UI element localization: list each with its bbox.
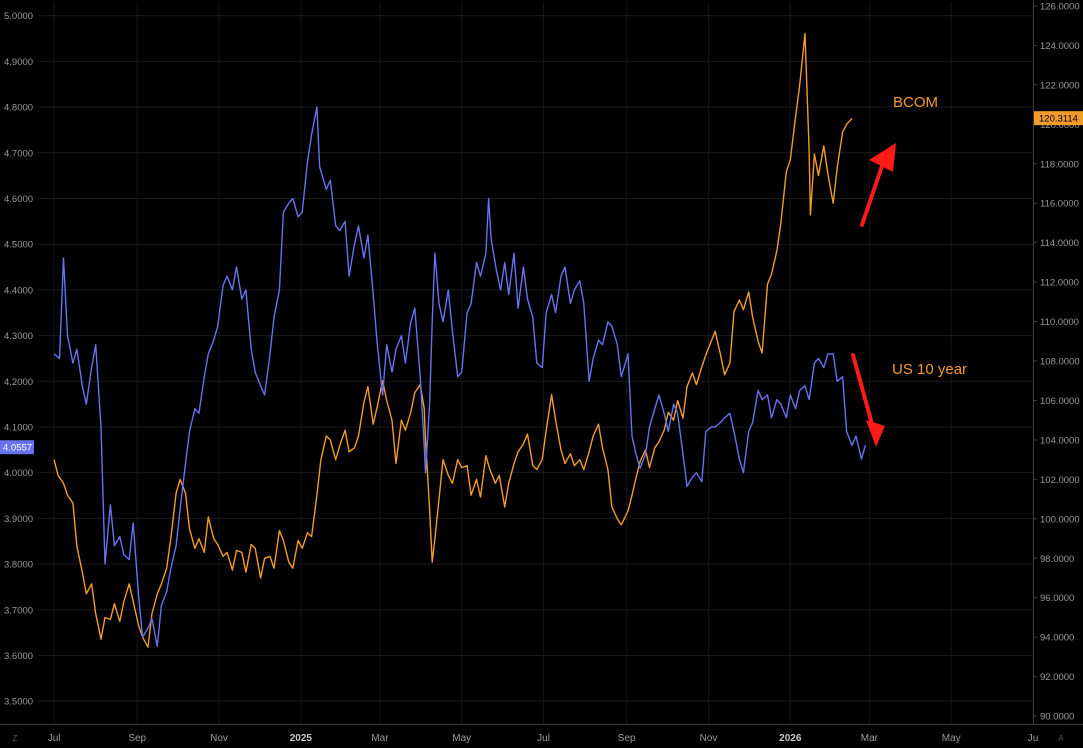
- left-tick-label: 4.7000: [4, 148, 33, 159]
- x-tick-label: Jul: [537, 733, 550, 744]
- up-arrow-shaft: [860, 161, 885, 227]
- corner-right-label: A: [1058, 734, 1064, 743]
- us10y-last-value: 4.0557: [3, 443, 32, 454]
- bcom-last-value: 120.3114: [1039, 114, 1078, 125]
- left-tick-label: 5.0000: [4, 11, 33, 22]
- x-tick-label: Nov: [210, 733, 228, 744]
- right-tick-label: 94.0000: [1040, 633, 1074, 644]
- left-tick-label: 4.8000: [4, 103, 33, 114]
- corner-left-label: Z: [13, 734, 18, 743]
- right-tick-label: 124.0000: [1040, 41, 1080, 52]
- down-arrow-shaft: [851, 353, 874, 426]
- right-tick-label: 100.0000: [1040, 514, 1080, 525]
- left-tick-label: 4.6000: [4, 194, 33, 205]
- left-tick-label: 4.9000: [4, 57, 33, 68]
- right-tick-label: 112.0000: [1040, 278, 1079, 289]
- right-tick-label: 108.0000: [1040, 357, 1080, 368]
- left-tick-label: 3.5000: [4, 697, 33, 708]
- left-tick-label: 4.3000: [4, 331, 33, 342]
- x-tick-label: Mar: [861, 733, 879, 744]
- right-tick-label: 118.0000: [1040, 159, 1079, 170]
- x-tick-label: Sep: [618, 733, 636, 744]
- right-tick-label: 92.0000: [1040, 672, 1074, 683]
- right-tick-label: 90.0000: [1040, 712, 1074, 723]
- series-layer[interactable]: [53, 32, 867, 648]
- right-tick-label: 126.0000: [1040, 1, 1080, 12]
- right-tick-label: 114.0000: [1040, 238, 1079, 249]
- right-tick-label: 122.0000: [1040, 80, 1080, 91]
- annotation-arrows: [851, 143, 896, 447]
- right-tick-label: 106.0000: [1040, 396, 1080, 407]
- right-tick-label: 102.0000: [1040, 475, 1080, 486]
- right-axis: 90.0000 92.0000 94.0000 96.0000 98.0000 100.0…: [1033, 0, 1080, 724]
- x-tick-label: Ju: [1028, 733, 1039, 744]
- annotation-bcom: BCOM: [893, 94, 938, 111]
- left-tick-label: 4.0000: [4, 468, 33, 479]
- series-line-bcom[interactable]: [53, 32, 853, 648]
- x-tick-label: Jul: [48, 733, 61, 744]
- x-axis: Jul Sep Nov 2025 Mar May Jul Sep Nov 2026 Mar May Ju: [0, 724, 1083, 744]
- x-tick-label: 2025: [290, 733, 313, 744]
- left-tick-label: 4.1000: [4, 422, 33, 433]
- right-tick-label: 96.0000: [1040, 593, 1074, 604]
- right-tick-label: 110.0000: [1040, 317, 1079, 328]
- left-axis: 3.5000 3.6000 3.7000 3.8000 3.9000 4.0000 4.10…: [4, 11, 33, 707]
- x-tick-label: Sep: [128, 733, 146, 744]
- right-tick-label: 104.0000: [1040, 435, 1080, 446]
- left-tick-label: 4.2000: [4, 377, 33, 388]
- right-tick-label: 98.0000: [1040, 554, 1074, 565]
- up-arrow-head: [869, 143, 896, 172]
- x-tick-label: 2026: [779, 733, 802, 744]
- last-value-badges: 4.0557 120.3114: [0, 111, 1083, 455]
- x-tick-label: Nov: [700, 733, 718, 744]
- right-tick-label: 120.0000: [1040, 120, 1080, 131]
- annotation-us10y: US 10 year: [892, 361, 967, 378]
- left-tick-label: 4.5000: [4, 240, 33, 251]
- x-tick-label: Mar: [371, 733, 389, 744]
- down-arrow-head: [866, 420, 885, 447]
- left-tick-label: 3.9000: [4, 514, 33, 525]
- x-tick-label: May: [452, 733, 471, 744]
- left-tick-label: 3.6000: [4, 651, 33, 662]
- left-tick-label: 4.4000: [4, 285, 33, 296]
- right-tick-label: 116.0000: [1040, 199, 1079, 210]
- series-line-us10y[interactable]: [53, 106, 867, 647]
- x-tick-label: May: [942, 733, 961, 744]
- left-tick-label: 3.7000: [4, 605, 33, 616]
- us10y-last-value-badge: [0, 440, 34, 455]
- left-tick-label: 3.8000: [4, 560, 33, 571]
- bcom-last-value-badge: [1034, 111, 1083, 126]
